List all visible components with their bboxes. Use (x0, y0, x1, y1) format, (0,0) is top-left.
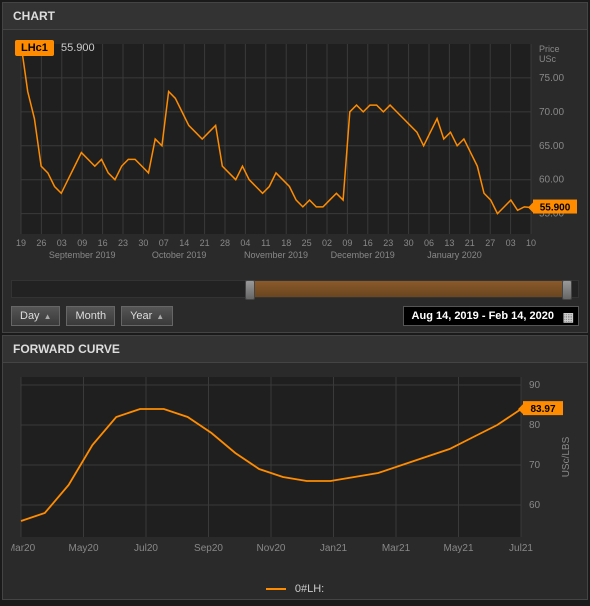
svg-text:90: 90 (529, 380, 541, 391)
svg-text:November 2019: November 2019 (244, 250, 308, 260)
svg-text:27: 27 (485, 238, 495, 248)
legend-label: 0#LH: (295, 583, 324, 595)
chevron-up-icon: ▲ (156, 312, 164, 321)
date-range-text: Aug 14, 2019 - Feb 14, 2020 (412, 310, 554, 322)
svg-text:Jan21: Jan21 (320, 543, 348, 554)
svg-text:30: 30 (138, 238, 148, 248)
svg-text:October 2019: October 2019 (152, 250, 207, 260)
price-chart-container: LHc1 55.900 55.0060.0065.0070.0075.00Pri… (3, 30, 587, 278)
svg-text:04: 04 (240, 238, 250, 248)
svg-text:September 2019: September 2019 (49, 250, 116, 260)
svg-text:70: 70 (529, 460, 541, 471)
date-range-input[interactable]: Aug 14, 2019 - Feb 14, 2020 ▦ (403, 306, 579, 326)
svg-text:Price: Price (539, 44, 560, 54)
ticker-value: 55.900 (61, 42, 95, 54)
svg-text:60: 60 (529, 500, 541, 511)
svg-text:16: 16 (98, 238, 108, 248)
svg-text:26: 26 (36, 238, 46, 248)
svg-text:65.00: 65.00 (539, 141, 564, 152)
year-button[interactable]: Year▲ (121, 306, 173, 326)
svg-text:16: 16 (363, 238, 373, 248)
chart-controls: Day▲ Month Year▲ Aug 14, 2019 - Feb 14, … (3, 300, 587, 332)
svg-text:28: 28 (220, 238, 230, 248)
scrubber-handle-left[interactable] (245, 280, 255, 300)
time-scrubber[interactable]: 2019 2020 (11, 280, 579, 298)
svg-text:23: 23 (118, 238, 128, 248)
svg-text:January 2020: January 2020 (427, 250, 482, 260)
svg-text:21: 21 (200, 238, 210, 248)
svg-text:December 2019: December 2019 (331, 250, 395, 260)
day-button[interactable]: Day▲ (11, 306, 60, 326)
svg-text:83.97: 83.97 (530, 404, 555, 415)
svg-text:75.00: 75.00 (539, 73, 564, 84)
svg-text:Jul20: Jul20 (134, 543, 158, 554)
svg-text:70.00: 70.00 (539, 107, 564, 118)
svg-text:03: 03 (57, 238, 67, 248)
svg-text:09: 09 (342, 238, 352, 248)
svg-text:USc: USc (539, 54, 557, 64)
svg-text:Sep20: Sep20 (194, 543, 223, 554)
svg-text:03: 03 (506, 238, 516, 248)
month-button[interactable]: Month (66, 306, 115, 326)
svg-text:80: 80 (529, 420, 541, 431)
svg-text:14: 14 (179, 238, 189, 248)
scrubber-handle-right[interactable] (562, 280, 572, 300)
svg-text:21: 21 (465, 238, 475, 248)
forward-chart[interactable]: 60 70 80 90 USc/LBS Mar20 May20 Jul20 Sep20 Nov20… (11, 371, 579, 571)
svg-text:Mar20: Mar20 (11, 543, 36, 554)
legend-swatch-icon (266, 588, 286, 590)
svg-text:25: 25 (302, 238, 312, 248)
forward-chart-container: 60 70 80 90 USc/LBS Mar20 May20 Jul20 Sep20 Nov20… (3, 363, 587, 579)
svg-text:30: 30 (404, 238, 414, 248)
chevron-up-icon: ▲ (44, 312, 52, 321)
svg-text:09: 09 (77, 238, 87, 248)
svg-text:10: 10 (526, 238, 536, 248)
forward-legend: 0#LH: (3, 579, 587, 599)
svg-text:13: 13 (444, 238, 454, 248)
svg-text:19: 19 (16, 238, 26, 248)
forward-section-title: FORWARD CURVE (3, 336, 587, 363)
forward-panel: FORWARD CURVE 60 70 80 90 USc/LBS Mar20 May20 J… (2, 335, 588, 600)
svg-text:23: 23 (383, 238, 393, 248)
calendar-icon: ▦ (563, 310, 574, 324)
price-chart[interactable]: 55.0060.0065.0070.0075.00PriceUSc1926030… (11, 38, 579, 278)
svg-text:06: 06 (424, 238, 434, 248)
svg-text:18: 18 (281, 238, 291, 248)
svg-text:Jul21: Jul21 (509, 543, 533, 554)
svg-text:Mar21: Mar21 (382, 543, 411, 554)
svg-text:55.900: 55.900 (540, 203, 571, 214)
ticker-badge: LHc1 55.900 (15, 42, 95, 54)
svg-text:02: 02 (322, 238, 332, 248)
svg-text:07: 07 (159, 238, 169, 248)
svg-text:11: 11 (261, 238, 270, 248)
scrubber-selected-range[interactable] (250, 281, 567, 297)
svg-text:60.00: 60.00 (539, 175, 564, 186)
svg-text:May21: May21 (443, 543, 473, 554)
svg-text:Nov20: Nov20 (257, 543, 286, 554)
svg-text:May20: May20 (68, 543, 98, 554)
ticker-symbol: LHc1 (15, 40, 54, 56)
chart-panel: CHART LHc1 55.900 55.0060.0065.0070.0075… (2, 2, 588, 333)
svg-text:USc/LBS: USc/LBS (561, 436, 572, 477)
chart-section-title: CHART (3, 3, 587, 30)
